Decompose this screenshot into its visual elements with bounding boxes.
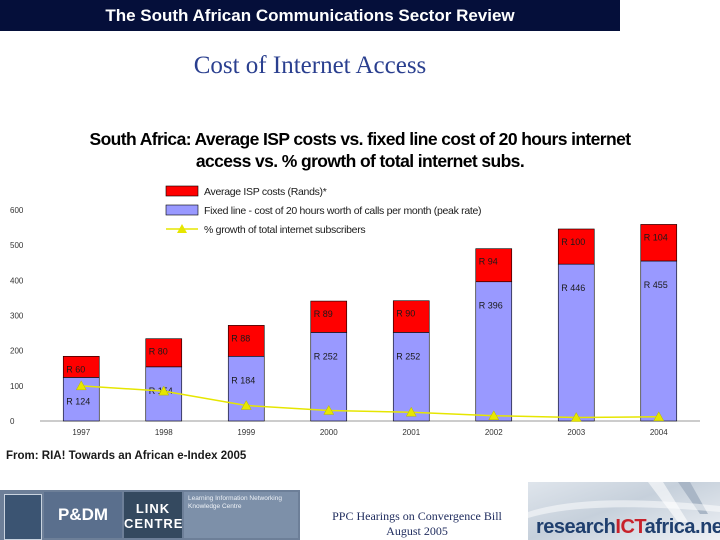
- label-fixed-line-1997: R 124: [66, 396, 90, 406]
- legend-label-2: Fixed line - cost of 20 hours worth of c…: [204, 205, 481, 217]
- y-tick-label-200: 200: [10, 347, 24, 356]
- legend-label-1: Average ISP costs (Rands)*: [204, 186, 327, 198]
- bar-isp-cost-2000: [310, 300, 348, 333]
- ria-logo-graphic: [528, 482, 720, 522]
- growth-marker-2002: [488, 410, 500, 420]
- university-crest-logo: [4, 494, 42, 540]
- label-fixed-line-2001: R 252: [396, 351, 420, 361]
- growth-marker-2000: [323, 404, 335, 415]
- x-tick-label-1997: 1997: [72, 428, 90, 437]
- y-tick-label-500: 500: [10, 241, 24, 250]
- legend-swatch-fixed-line: [165, 204, 199, 216]
- label-isp-cost-1998: R 80: [149, 347, 168, 357]
- footer-line1: PPC Hearings on Convergence Bill: [332, 509, 502, 523]
- bar-isp-cost-1997: [62, 355, 100, 378]
- growth-marker-2004: [653, 411, 665, 422]
- bar-fixed-line-2001: [392, 332, 430, 422]
- chart-title-line2: access vs. % growth of total internet su…: [195, 151, 525, 171]
- label-fixed-line-1999: R 184: [231, 375, 255, 385]
- ria-text-part3: africa.net: [644, 516, 720, 538]
- header-banner: [0, 0, 620, 31]
- bar-fixed-line-2004: [640, 260, 678, 422]
- x-tick-label-2002: 2002: [485, 428, 503, 437]
- x-tick-label-2001: 2001: [402, 428, 420, 437]
- x-tick-label-1998: 1998: [155, 428, 173, 437]
- bar-isp-cost-2004: [640, 224, 678, 262]
- banner-title: The South African Communications Sector …: [105, 6, 515, 25]
- growth-marker-2001: [405, 406, 417, 417]
- x-tick-label-2000: 2000: [320, 428, 338, 437]
- label-isp-cost-1997: R 60: [66, 364, 85, 374]
- footer-line2: August 2005: [386, 524, 448, 538]
- y-tick-label-0: 0: [10, 417, 15, 426]
- bar-fixed-line-1999: [227, 355, 265, 422]
- bar-isp-cost-1999: [227, 325, 265, 357]
- link-centre-logo: LINK CENTRE: [124, 492, 182, 538]
- ria-text-part2: ICT: [615, 516, 645, 538]
- label-fixed-line-2000: R 252: [314, 351, 338, 361]
- bar-isp-cost-2001: [392, 300, 430, 333]
- label-isp-cost-2004: R 104: [644, 232, 668, 242]
- y-tick-label-600: 600: [10, 206, 24, 215]
- label-isp-cost-2003: R 100: [561, 237, 585, 247]
- ria-logo-text: researchICTafrica.net: [536, 516, 720, 539]
- legend-swatch-isp-cost: [165, 185, 199, 197]
- label-isp-cost-2000: R 89: [314, 309, 333, 319]
- page-title: Cost of Internet Access: [193, 52, 427, 79]
- x-tick-label-2003: 2003: [567, 428, 585, 437]
- chart-title-line1: South Africa: Average ISP costs vs. fixe…: [89, 129, 632, 149]
- y-tick-label-100: 100: [10, 382, 24, 391]
- bar-fixed-line-2002: [475, 281, 513, 422]
- legend-label-3: % growth of total internet subscribers: [204, 224, 365, 236]
- ria-logo-background: [528, 482, 720, 540]
- wits-logo-text: Learning Information Networking Knowledg…: [184, 492, 298, 538]
- label-fixed-line-2003: R 446: [561, 283, 585, 293]
- growth-line: [81, 385, 659, 419]
- growth-marker-1999: [240, 400, 252, 410]
- growth-marker-2003: [570, 411, 582, 422]
- chart-title: South Africa: Average ISP costs vs. fixe…: [60, 128, 660, 172]
- y-tick-label-300: 300: [10, 312, 24, 321]
- bar-fixed-line-2003: [557, 263, 595, 422]
- bar-isp-cost-2002: [475, 248, 513, 283]
- bar-isp-cost-2003: [557, 228, 595, 265]
- legend-marker-growth: [177, 224, 187, 233]
- label-fixed-line-2002: R 396: [479, 301, 503, 311]
- x-tick-label-1999: 1999: [237, 428, 255, 437]
- label-isp-cost-1999: R 88: [231, 333, 250, 343]
- bar-isp-cost-1998: [145, 338, 183, 368]
- ria-text-part1: research: [536, 516, 616, 538]
- growth-marker-1997: [75, 380, 87, 391]
- label-fixed-line-2004: R 455: [644, 280, 668, 290]
- x-tick-label-2004: 2004: [650, 428, 668, 437]
- growth-marker-1998: [158, 385, 170, 396]
- footer-caption: PPC Hearings on Convergence Bill August …: [312, 509, 522, 539]
- source-note: From: RIA! Towards an African e-Index 20…: [6, 450, 247, 462]
- label-isp-cost-2002: R 94: [479, 257, 498, 267]
- pdm-logo: P&DM: [44, 492, 122, 538]
- y-tick-label-400: 400: [10, 276, 24, 285]
- label-isp-cost-2001: R 90: [396, 309, 415, 319]
